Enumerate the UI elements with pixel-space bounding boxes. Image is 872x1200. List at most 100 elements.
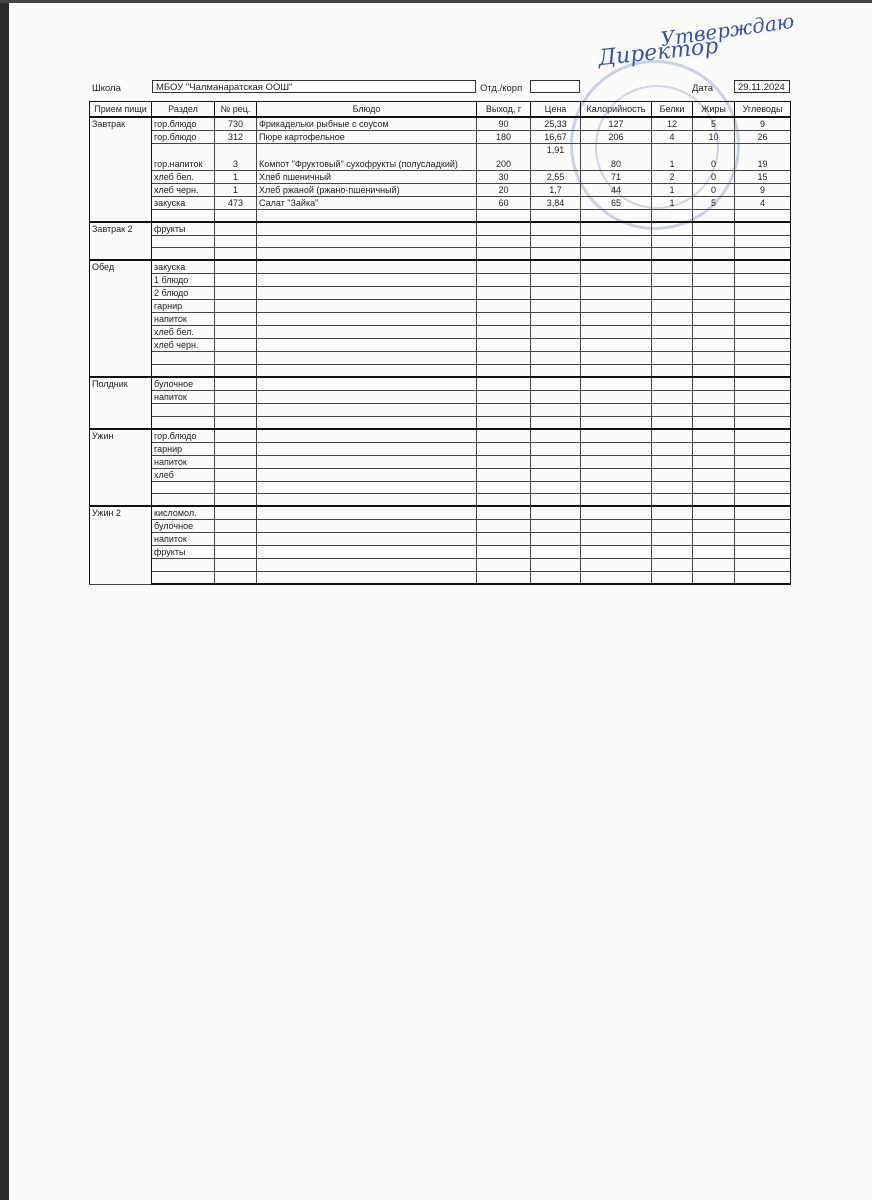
yield-cell: 200	[476, 142, 531, 171]
carbs-cell	[734, 493, 791, 507]
dish-cell: Компот "Фруктовый" сухофрукты (полусладк…	[256, 142, 477, 171]
section-cell: хлеб бел.	[151, 169, 215, 184]
recipe-cell	[214, 299, 257, 314]
yield-cell	[476, 273, 531, 288]
price-cell: 1,7	[530, 182, 581, 197]
price-cell	[530, 427, 581, 443]
fat-cell: 0	[692, 182, 735, 197]
fat-cell	[692, 480, 735, 495]
kcal-cell	[580, 299, 652, 314]
price-cell	[530, 493, 581, 507]
fat-cell	[692, 247, 735, 261]
fat-cell	[692, 299, 735, 314]
dish-cell	[256, 286, 477, 301]
dept-label: Отд./корп	[480, 83, 523, 94]
yield-cell	[476, 259, 531, 275]
section-cell	[151, 480, 215, 495]
section-cell	[151, 247, 215, 261]
kcal-cell	[580, 480, 652, 495]
yield-cell	[476, 467, 531, 482]
carbs-cell	[734, 519, 791, 534]
recipe-cell	[214, 467, 257, 482]
dish-cell	[256, 441, 477, 456]
dish-cell: Хлеб пшеничный	[256, 169, 477, 184]
price-cell	[530, 558, 581, 572]
price-cell	[530, 286, 581, 301]
fat-cell	[692, 415, 735, 430]
table-row: напиток	[90, 312, 791, 327]
table-row: хлеб бел.	[90, 325, 791, 340]
section-cell	[151, 363, 215, 378]
fat-cell	[692, 558, 735, 572]
col-protein: Белки	[651, 101, 693, 117]
fat-cell	[692, 545, 735, 560]
fat-cell	[692, 273, 735, 288]
recipe-cell	[214, 480, 257, 495]
yield-cell: 90	[476, 115, 531, 131]
protein-cell: 1	[651, 195, 693, 210]
kcal-cell	[580, 415, 652, 430]
table-row: Ужин 2 кисломол.	[89, 505, 791, 585]
col-fat: Жиры	[692, 101, 735, 117]
protein-cell	[651, 505, 693, 521]
table-row	[90, 415, 791, 430]
table-row: Обед закуска	[89, 259, 791, 378]
protein-cell	[651, 389, 693, 404]
price-cell	[530, 402, 581, 417]
yield-cell	[476, 363, 531, 378]
section-cell: 2 блюдо	[151, 286, 215, 301]
table-row	[90, 480, 791, 495]
recipe-cell	[214, 493, 257, 507]
section-cell	[151, 402, 215, 417]
scan-edge	[0, 0, 9, 1200]
kcal-cell: 80	[580, 142, 652, 171]
carbs-cell: 19	[734, 142, 791, 171]
price-cell	[530, 545, 581, 560]
fat-cell	[692, 338, 735, 353]
table-row	[90, 558, 791, 572]
protein-cell	[651, 570, 693, 585]
yield-cell	[476, 208, 531, 223]
carbs-cell: 4	[734, 195, 791, 210]
kcal-cell	[580, 312, 652, 327]
protein-cell	[651, 299, 693, 314]
recipe-cell	[214, 532, 257, 547]
carbs-cell	[734, 220, 791, 236]
price-cell	[530, 259, 581, 275]
protein-cell	[651, 247, 693, 261]
price-cell	[530, 532, 581, 547]
carbs-cell	[734, 505, 791, 521]
carbs-cell	[734, 363, 791, 378]
price-cell	[530, 299, 581, 314]
dish-cell	[256, 558, 477, 572]
section-cell	[151, 415, 215, 430]
dish-cell	[256, 427, 477, 443]
recipe-cell	[214, 545, 257, 560]
section-cell: хлеб бел.	[151, 325, 215, 340]
kcal-cell	[580, 389, 652, 404]
kcal-cell: 44	[580, 182, 652, 197]
carbs-cell	[734, 273, 791, 288]
carbs-cell	[734, 338, 791, 353]
yield-cell	[476, 299, 531, 314]
yield-cell	[476, 441, 531, 456]
section-cell: фрукты	[151, 220, 215, 236]
carbs-cell	[734, 545, 791, 560]
carbs-cell	[734, 402, 791, 417]
fat-cell: 10	[692, 129, 735, 144]
carbs-cell	[734, 376, 791, 391]
dish-cell	[256, 338, 477, 353]
price-cell	[530, 570, 581, 585]
recipe-cell	[214, 558, 257, 572]
table-row	[90, 402, 791, 417]
recipe-cell	[214, 220, 257, 236]
table-row: гарнир	[90, 441, 791, 456]
price-cell	[530, 208, 581, 223]
kcal-cell	[580, 493, 652, 507]
dept-field	[530, 80, 580, 93]
fat-cell	[692, 454, 735, 469]
price-cell: 1,91	[530, 142, 581, 171]
recipe-cell	[214, 415, 257, 430]
table-row: напиток	[90, 454, 791, 469]
col-price: Цена	[530, 101, 581, 117]
